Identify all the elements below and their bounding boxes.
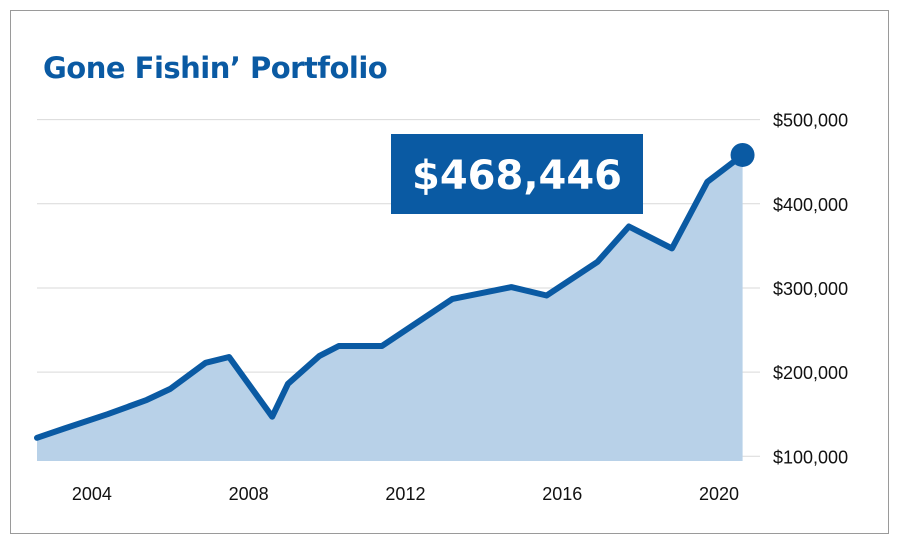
callout-value: $468,446 — [412, 153, 622, 199]
y-tick-label: $500,000 — [773, 111, 848, 131]
x-tick-label: 2016 — [542, 484, 582, 504]
end-point-marker[interactable] — [730, 142, 755, 167]
series-line — [34, 152, 746, 441]
y-tick-label: $300,000 — [773, 279, 848, 299]
y-tick-label: $200,000 — [773, 363, 848, 383]
y-tick-label: $400,000 — [773, 195, 848, 215]
x-tick-label: 2004 — [72, 484, 112, 504]
x-tick-label: 2012 — [385, 484, 425, 504]
y-axis-tick-labels: $100,000 $200,000 $300,000 $400,000 $500,000 — [773, 111, 848, 468]
x-tick-label: 2020 — [699, 484, 739, 504]
chart-title: Gone Fishin’ Portfolio — [43, 51, 388, 85]
x-axis-tick-labels: 2004 2008 2012 2016 2020 — [72, 484, 739, 504]
x-tick-label: 2008 — [229, 484, 269, 504]
value-callout: $468,446 — [391, 134, 643, 214]
callout-box — [391, 134, 643, 214]
y-tick-label: $100,000 — [773, 447, 848, 467]
area-fill — [37, 155, 743, 461]
